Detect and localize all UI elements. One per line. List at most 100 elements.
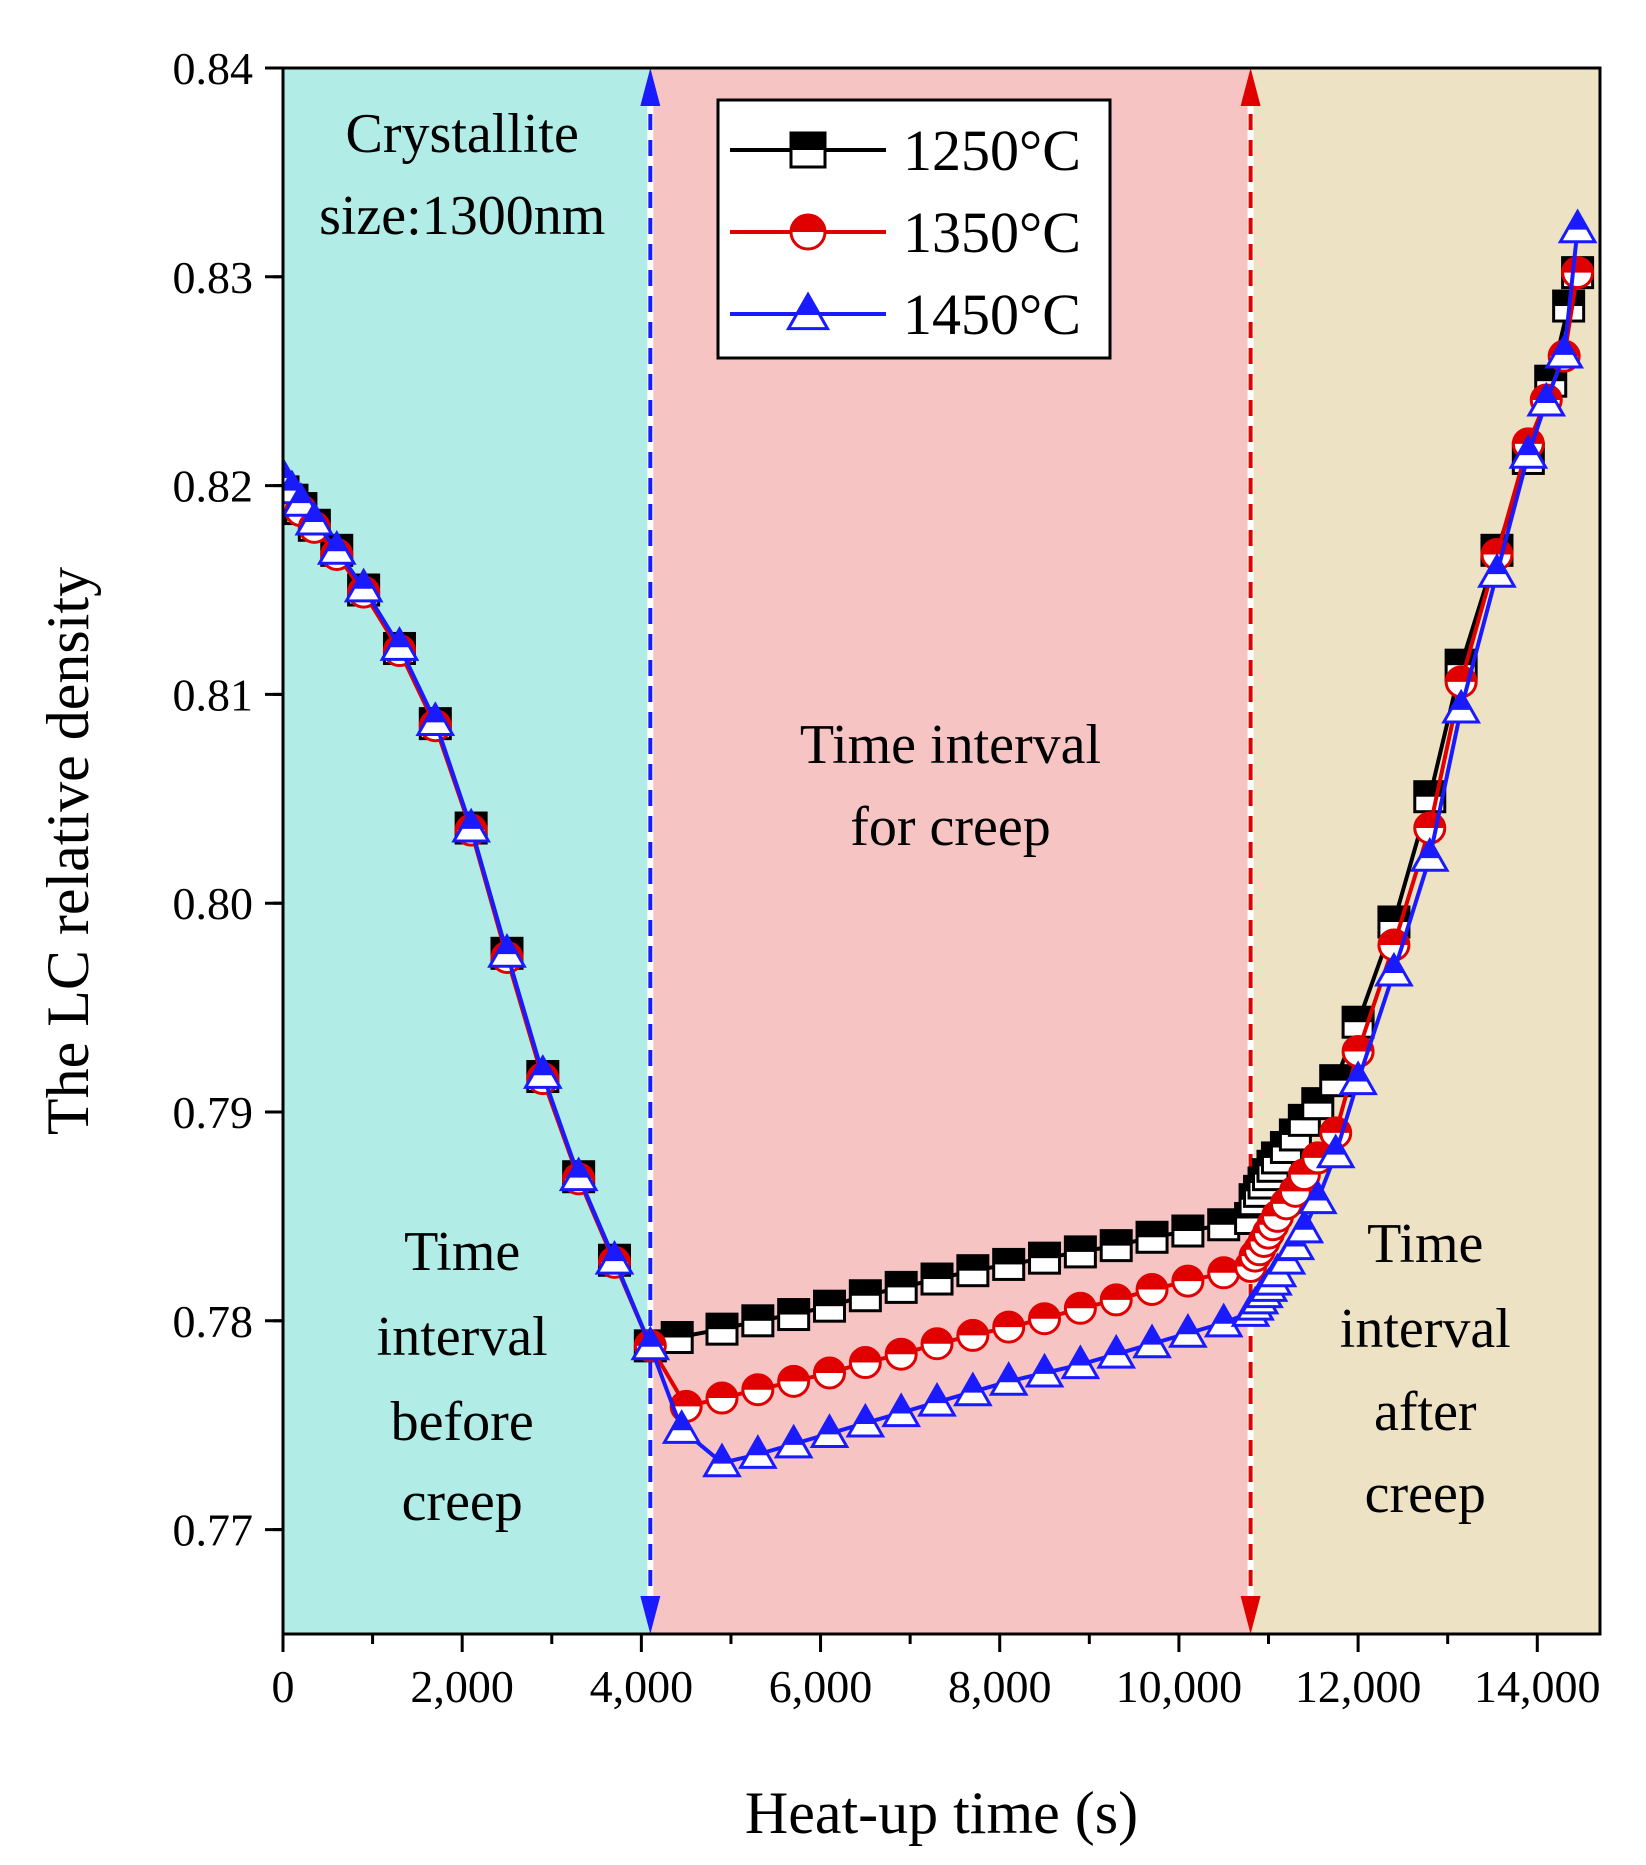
series-2-point-8 bbox=[451, 807, 491, 843]
legend: 1250°C 1350°C 1450°C bbox=[716, 98, 1112, 360]
series-0-point-17 bbox=[777, 1298, 811, 1332]
series-2-point-29-fill bbox=[1213, 1305, 1235, 1324]
x-tick-label-0: 0 bbox=[272, 1661, 295, 1712]
y-tick-label-6: 0.83 bbox=[173, 252, 254, 303]
series-2-point-23-fill bbox=[998, 1364, 1020, 1383]
legend-marker-0 bbox=[789, 131, 827, 169]
series-0-point-27-fill bbox=[1137, 1222, 1168, 1238]
legend-marker-2 bbox=[785, 291, 831, 331]
series-2-point-12 bbox=[594, 1239, 635, 1275]
series-0-point-23 bbox=[992, 1247, 1026, 1281]
series-2-point-10-fill bbox=[532, 1057, 554, 1076]
series-2-point-4 bbox=[316, 530, 357, 565]
chart-text: Crystallite size:1300nm Time interval before… bbox=[319, 103, 1511, 1533]
series-2-point-22 bbox=[953, 1371, 993, 1407]
series-1-point-25 bbox=[1063, 1291, 1097, 1325]
series-0-point-22-fill bbox=[957, 1255, 988, 1271]
series-0-point-28-fill bbox=[1172, 1216, 1203, 1232]
series-2-point-8-fill bbox=[460, 810, 482, 829]
x-tick-label-3: 6,000 bbox=[769, 1661, 873, 1712]
boundary-arrow-top-0 bbox=[640, 68, 661, 106]
series-2-point-48-fill bbox=[1535, 384, 1557, 403]
series-0-point-16 bbox=[741, 1304, 775, 1338]
series-2-point-49-fill bbox=[1553, 336, 1575, 355]
series-1-point-22 bbox=[956, 1318, 990, 1352]
after-creep-label-3: creep bbox=[1365, 1463, 1486, 1525]
after-creep-label-2: after bbox=[1374, 1381, 1477, 1443]
y-tick-label-4: 0.81 bbox=[173, 669, 254, 720]
series-2-point-14-fill bbox=[671, 1412, 693, 1431]
series-1-point-17 bbox=[777, 1364, 811, 1398]
series-2-point-39-fill bbox=[1293, 1211, 1315, 1230]
series-2-point-19-fill bbox=[854, 1405, 876, 1424]
series-1-point-18 bbox=[813, 1356, 847, 1390]
series-2-point-44 bbox=[1409, 836, 1450, 872]
region-before-creep bbox=[283, 68, 651, 1634]
series-0-point-18-fill bbox=[814, 1291, 845, 1307]
legend-label-0: 1250°C bbox=[903, 118, 1081, 183]
series-2-point-28 bbox=[1168, 1313, 1208, 1348]
series-1-point-21-fill bbox=[922, 1328, 953, 1344]
series-1-point-15 bbox=[705, 1381, 739, 1415]
series-0-point-24-fill bbox=[1029, 1243, 1060, 1259]
legend-marker-2-fill bbox=[796, 294, 820, 315]
series-1-point-16-fill bbox=[742, 1374, 773, 1390]
series-0-point-19-fill bbox=[850, 1280, 881, 1296]
series-0-point-41-fill bbox=[1320, 1065, 1351, 1081]
series-2-point-10 bbox=[522, 1054, 563, 1089]
y-tick-label-5: 0.82 bbox=[173, 461, 254, 512]
series-2-point-46 bbox=[1477, 553, 1517, 588]
y-tick-label-1: 0.78 bbox=[173, 1296, 254, 1347]
series-0-point-17-fill bbox=[778, 1299, 809, 1315]
series-0-point-14-fill bbox=[662, 1322, 693, 1338]
series-2-point-11 bbox=[558, 1156, 599, 1192]
series-1-point-14-fill bbox=[671, 1391, 702, 1407]
series-2-point-17-fill bbox=[783, 1426, 805, 1445]
series-0-point-19 bbox=[848, 1279, 882, 1313]
series-2-point-3-fill bbox=[304, 503, 325, 522]
series-1-point-42-fill bbox=[1343, 1036, 1374, 1052]
series-1-point-21 bbox=[920, 1327, 954, 1361]
legend-marker-0-fill bbox=[791, 133, 825, 150]
series-2-point-2 bbox=[283, 482, 321, 517]
boundary-arrow-top-1 bbox=[1240, 68, 1261, 106]
creep-label-0: Time interval bbox=[800, 714, 1101, 776]
series-2-point-45 bbox=[1441, 688, 1481, 724]
series-2-point-25 bbox=[1060, 1344, 1101, 1380]
series-2-point-1-fill bbox=[283, 472, 303, 491]
series-2-point-44-fill bbox=[1419, 840, 1441, 859]
series-2-point-15 bbox=[702, 1442, 742, 1478]
series-0-point-26 bbox=[1099, 1229, 1133, 1263]
series-2-point-47-fill bbox=[1517, 437, 1539, 456]
series-2-point-18-fill bbox=[819, 1416, 840, 1435]
series-1-point-26-fill bbox=[1101, 1284, 1132, 1300]
series-2-point-43-fill bbox=[1383, 954, 1405, 973]
series-1-point-24-fill bbox=[1029, 1303, 1060, 1319]
series-1-point-20-fill bbox=[886, 1339, 917, 1355]
creep-label-1: for creep bbox=[850, 796, 1051, 858]
series-0-point-29-fill bbox=[1208, 1209, 1239, 1225]
series-1-point-16 bbox=[741, 1373, 775, 1407]
after-creep-label-1: interval bbox=[1340, 1298, 1511, 1360]
series-2-point-13 bbox=[630, 1325, 671, 1361]
series-1-point-23 bbox=[992, 1310, 1026, 1344]
series-0-point-21-fill bbox=[922, 1264, 953, 1280]
series-2-point-45-fill bbox=[1450, 691, 1472, 710]
series-1-point-27-fill bbox=[1137, 1274, 1168, 1290]
series-2-point-12-fill bbox=[604, 1242, 625, 1262]
series-0-point-23-fill bbox=[993, 1249, 1024, 1265]
series-2-point-11-fill bbox=[568, 1159, 590, 1178]
y-tick-label-2: 0.79 bbox=[173, 1087, 254, 1138]
series-0-point-18 bbox=[813, 1289, 847, 1323]
series-2-point-28-fill bbox=[1177, 1316, 1199, 1335]
legend-label-1: 1350°C bbox=[903, 200, 1081, 265]
x-tick-label-7: 14,000 bbox=[1474, 1661, 1601, 1712]
x-tick-label-4: 8,000 bbox=[948, 1661, 1052, 1712]
series-2-point-23 bbox=[988, 1361, 1029, 1396]
series-2-point-19 bbox=[845, 1402, 886, 1438]
series-2-point-22-fill bbox=[962, 1374, 984, 1393]
x-axis-title: Heat-up time (s) bbox=[745, 1780, 1138, 1846]
series-2-point-18 bbox=[809, 1413, 850, 1448]
series-1-point-50 bbox=[1561, 256, 1595, 290]
before-creep-label-3: creep bbox=[402, 1471, 523, 1533]
